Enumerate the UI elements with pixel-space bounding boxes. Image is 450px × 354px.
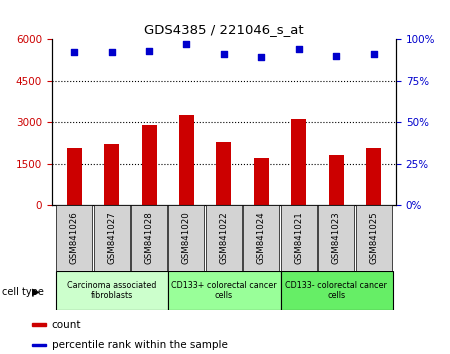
Bar — [32, 344, 46, 346]
Bar — [32, 324, 46, 326]
Bar — [206, 205, 242, 271]
Text: CD133+ colorectal cancer
cells: CD133+ colorectal cancer cells — [171, 281, 277, 300]
Point — [145, 48, 153, 53]
Text: GSM841023: GSM841023 — [332, 212, 341, 264]
Title: GDS4385 / 221046_s_at: GDS4385 / 221046_s_at — [144, 23, 304, 36]
Text: cell type: cell type — [2, 287, 44, 297]
Bar — [56, 271, 168, 310]
Bar — [104, 144, 119, 205]
Text: Carcinoma associated
fibroblasts: Carcinoma associated fibroblasts — [67, 281, 156, 300]
Bar — [318, 205, 354, 271]
Point — [258, 55, 265, 60]
Bar — [356, 205, 392, 271]
Point — [71, 50, 78, 55]
Bar — [366, 148, 381, 205]
Bar — [179, 115, 194, 205]
Text: CD133- colorectal cancer
cells: CD133- colorectal cancer cells — [285, 281, 387, 300]
Bar — [243, 205, 279, 271]
Bar — [216, 142, 231, 205]
Bar — [254, 158, 269, 205]
Bar — [56, 205, 92, 271]
Bar — [67, 148, 82, 205]
Text: GSM841026: GSM841026 — [70, 212, 79, 264]
Bar — [168, 271, 281, 310]
Bar — [291, 119, 306, 205]
Text: GSM841021: GSM841021 — [294, 212, 303, 264]
Bar — [168, 205, 204, 271]
Bar — [131, 205, 167, 271]
Text: GSM841020: GSM841020 — [182, 212, 191, 264]
Point — [108, 50, 115, 55]
Text: GSM841022: GSM841022 — [220, 212, 228, 264]
Point — [333, 53, 340, 58]
Bar — [281, 271, 393, 310]
Point — [295, 46, 302, 52]
Bar — [281, 205, 317, 271]
Point — [370, 51, 377, 57]
Bar — [328, 155, 344, 205]
Text: count: count — [52, 320, 81, 330]
Text: GSM841024: GSM841024 — [257, 212, 266, 264]
Text: ▶: ▶ — [32, 287, 40, 297]
Text: percentile rank within the sample: percentile rank within the sample — [52, 340, 228, 350]
Point — [183, 41, 190, 47]
Text: GSM841025: GSM841025 — [369, 212, 378, 264]
Bar — [142, 125, 157, 205]
Text: GSM841028: GSM841028 — [144, 212, 153, 264]
Text: GSM841027: GSM841027 — [107, 212, 116, 264]
Bar — [94, 205, 130, 271]
Point — [220, 51, 227, 57]
